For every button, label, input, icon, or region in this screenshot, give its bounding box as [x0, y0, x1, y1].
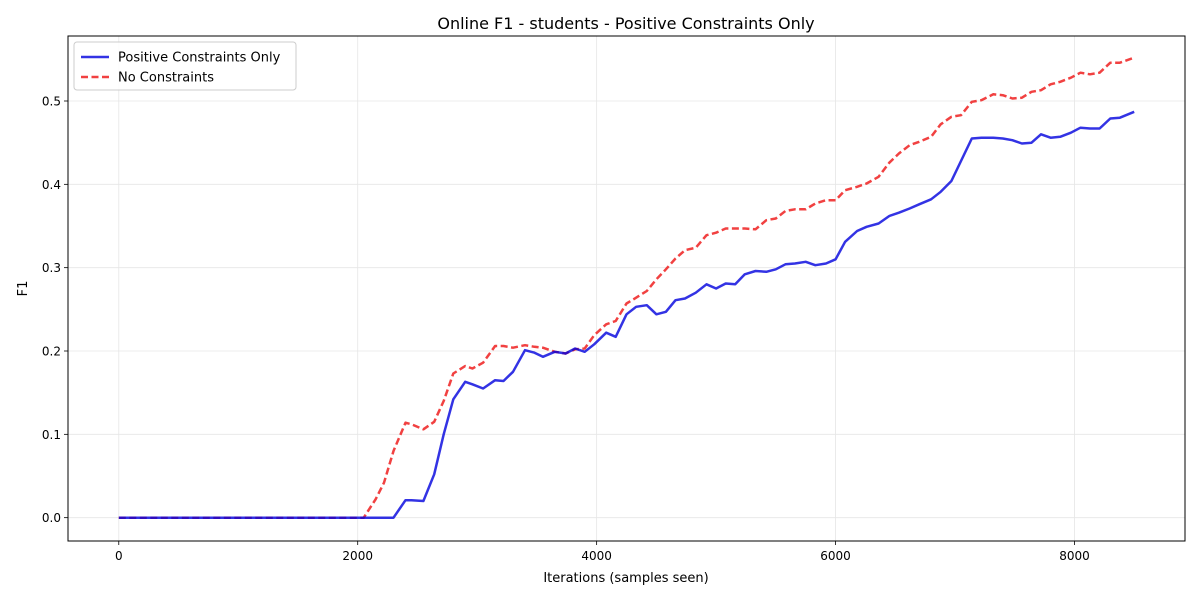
y-axis-label: F1 [16, 281, 31, 297]
x-axis-label: Iterations (samples seen) [543, 571, 708, 586]
chart-title: Online F1 - students - Positive Constrai… [437, 14, 814, 33]
series-line-positive-constraints-only [118, 110, 1135, 519]
series-line-no-constraints [118, 56, 1135, 519]
plot-frame [67, 35, 1186, 542]
legend-label: No Constraints [118, 71, 214, 86]
series-lines [118, 56, 1135, 519]
x-axis-ticks: 0 2000 4000 6000 8000 [115, 541, 1090, 563]
legend: Positive Constraints Only No Constraints [73, 41, 297, 91]
x-tick-label: 6000 [820, 549, 851, 563]
y-tick-label: 0.2 [42, 345, 61, 359]
y-axis-ticks: 0.0 0.1 0.2 0.3 0.4 0.5 [42, 95, 68, 525]
x-tick-label: 8000 [1059, 549, 1090, 563]
y-tick-label: 0.1 [42, 428, 61, 442]
legend-label: Positive Constraints Only [118, 51, 281, 66]
x-tick-label: 4000 [581, 549, 612, 563]
y-tick-label: 0.4 [42, 178, 61, 192]
x-tick-label: 2000 [342, 549, 373, 563]
x-tick-label: 0 [115, 549, 123, 563]
legend-box [73, 41, 297, 91]
y-tick-label: 0.3 [42, 261, 61, 275]
y-tick-label: 0.0 [42, 511, 61, 525]
grid-lines [68, 36, 1185, 541]
y-tick-label: 0.5 [42, 95, 61, 109]
